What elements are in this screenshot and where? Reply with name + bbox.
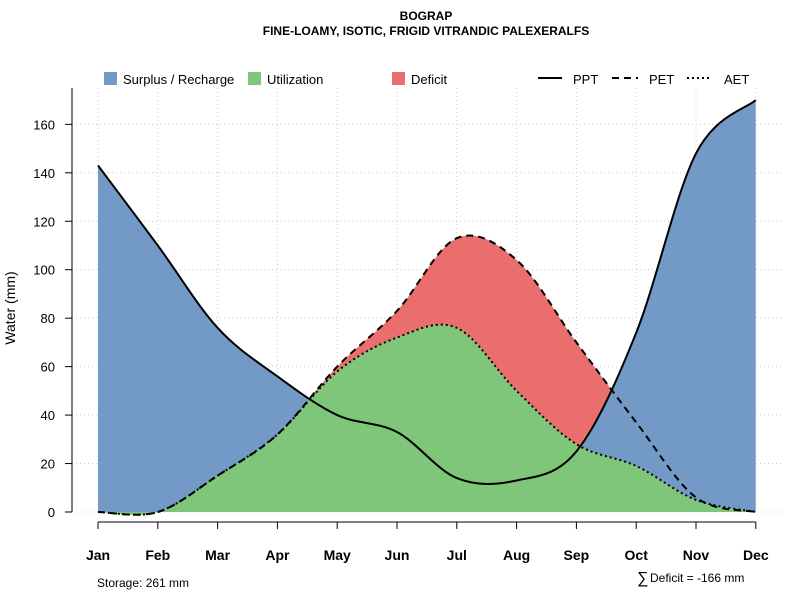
- x-tick-label: Dec: [743, 547, 769, 563]
- series-line-ppt: [97, 99, 757, 485]
- chart-title: BOGRAP: [400, 9, 453, 23]
- legend-label-ppt: PPT: [573, 72, 598, 87]
- storage-text: Storage: 261 mm: [97, 576, 189, 590]
- axes: 0 20 40 60 80 100 120 140 160 Jan Feb Mar Apr May Jun J…: [33, 88, 769, 563]
- y-tick-label: 0: [48, 505, 55, 520]
- y-tick-label: 60: [41, 360, 55, 375]
- utilization-area: [98, 324, 756, 515]
- x-tick-label: Oct: [625, 547, 649, 563]
- x-tick-label: Jan: [86, 547, 110, 563]
- legend-swatch-surplus: [104, 72, 117, 85]
- legend: Surplus / Recharge Utilization Deficit P…: [104, 72, 749, 87]
- y-tick-label: 140: [33, 166, 55, 181]
- x-tick-label: Jul: [447, 547, 467, 563]
- chart-subtitle: FINE-LOAMY, ISOTIC, FRIGID VITRANDIC PAL…: [263, 24, 589, 38]
- deficit-total-text: Deficit = -166 mm: [650, 571, 744, 585]
- y-tick-label: 120: [33, 214, 55, 229]
- x-tick-label: Feb: [145, 547, 170, 563]
- legend-label-surplus: Surplus / Recharge: [123, 72, 234, 87]
- x-tick-label: Mar: [205, 547, 230, 563]
- legend-swatch-deficit: [392, 72, 405, 85]
- series-line-pet: [97, 234, 757, 516]
- y-tick-label: 160: [33, 117, 55, 132]
- x-tick-label: Sep: [564, 547, 590, 563]
- legend-label-aet: AET: [724, 72, 749, 87]
- x-tick-label: Nov: [683, 547, 710, 563]
- y-axis-label: Water (mm): [2, 271, 18, 344]
- x-tick-label: Jun: [385, 547, 410, 563]
- legend-label-deficit: Deficit: [411, 72, 448, 87]
- sum-symbol: ∑: [637, 570, 648, 587]
- x-tick-label: Aug: [503, 547, 530, 563]
- legend-label-utilization: Utilization: [267, 72, 323, 87]
- series-line-aet: [97, 323, 756, 516]
- y-tick-label: 20: [41, 457, 55, 472]
- x-tick-label: May: [324, 547, 351, 563]
- y-tick-label: 80: [41, 311, 55, 326]
- y-tick-label: 40: [41, 408, 55, 423]
- legend-label-pet: PET: [649, 72, 674, 87]
- x-tick-label: Apr: [265, 547, 290, 563]
- series-lines: [97, 99, 757, 516]
- legend-swatch-utilization: [248, 72, 261, 85]
- y-tick-label: 100: [33, 263, 55, 278]
